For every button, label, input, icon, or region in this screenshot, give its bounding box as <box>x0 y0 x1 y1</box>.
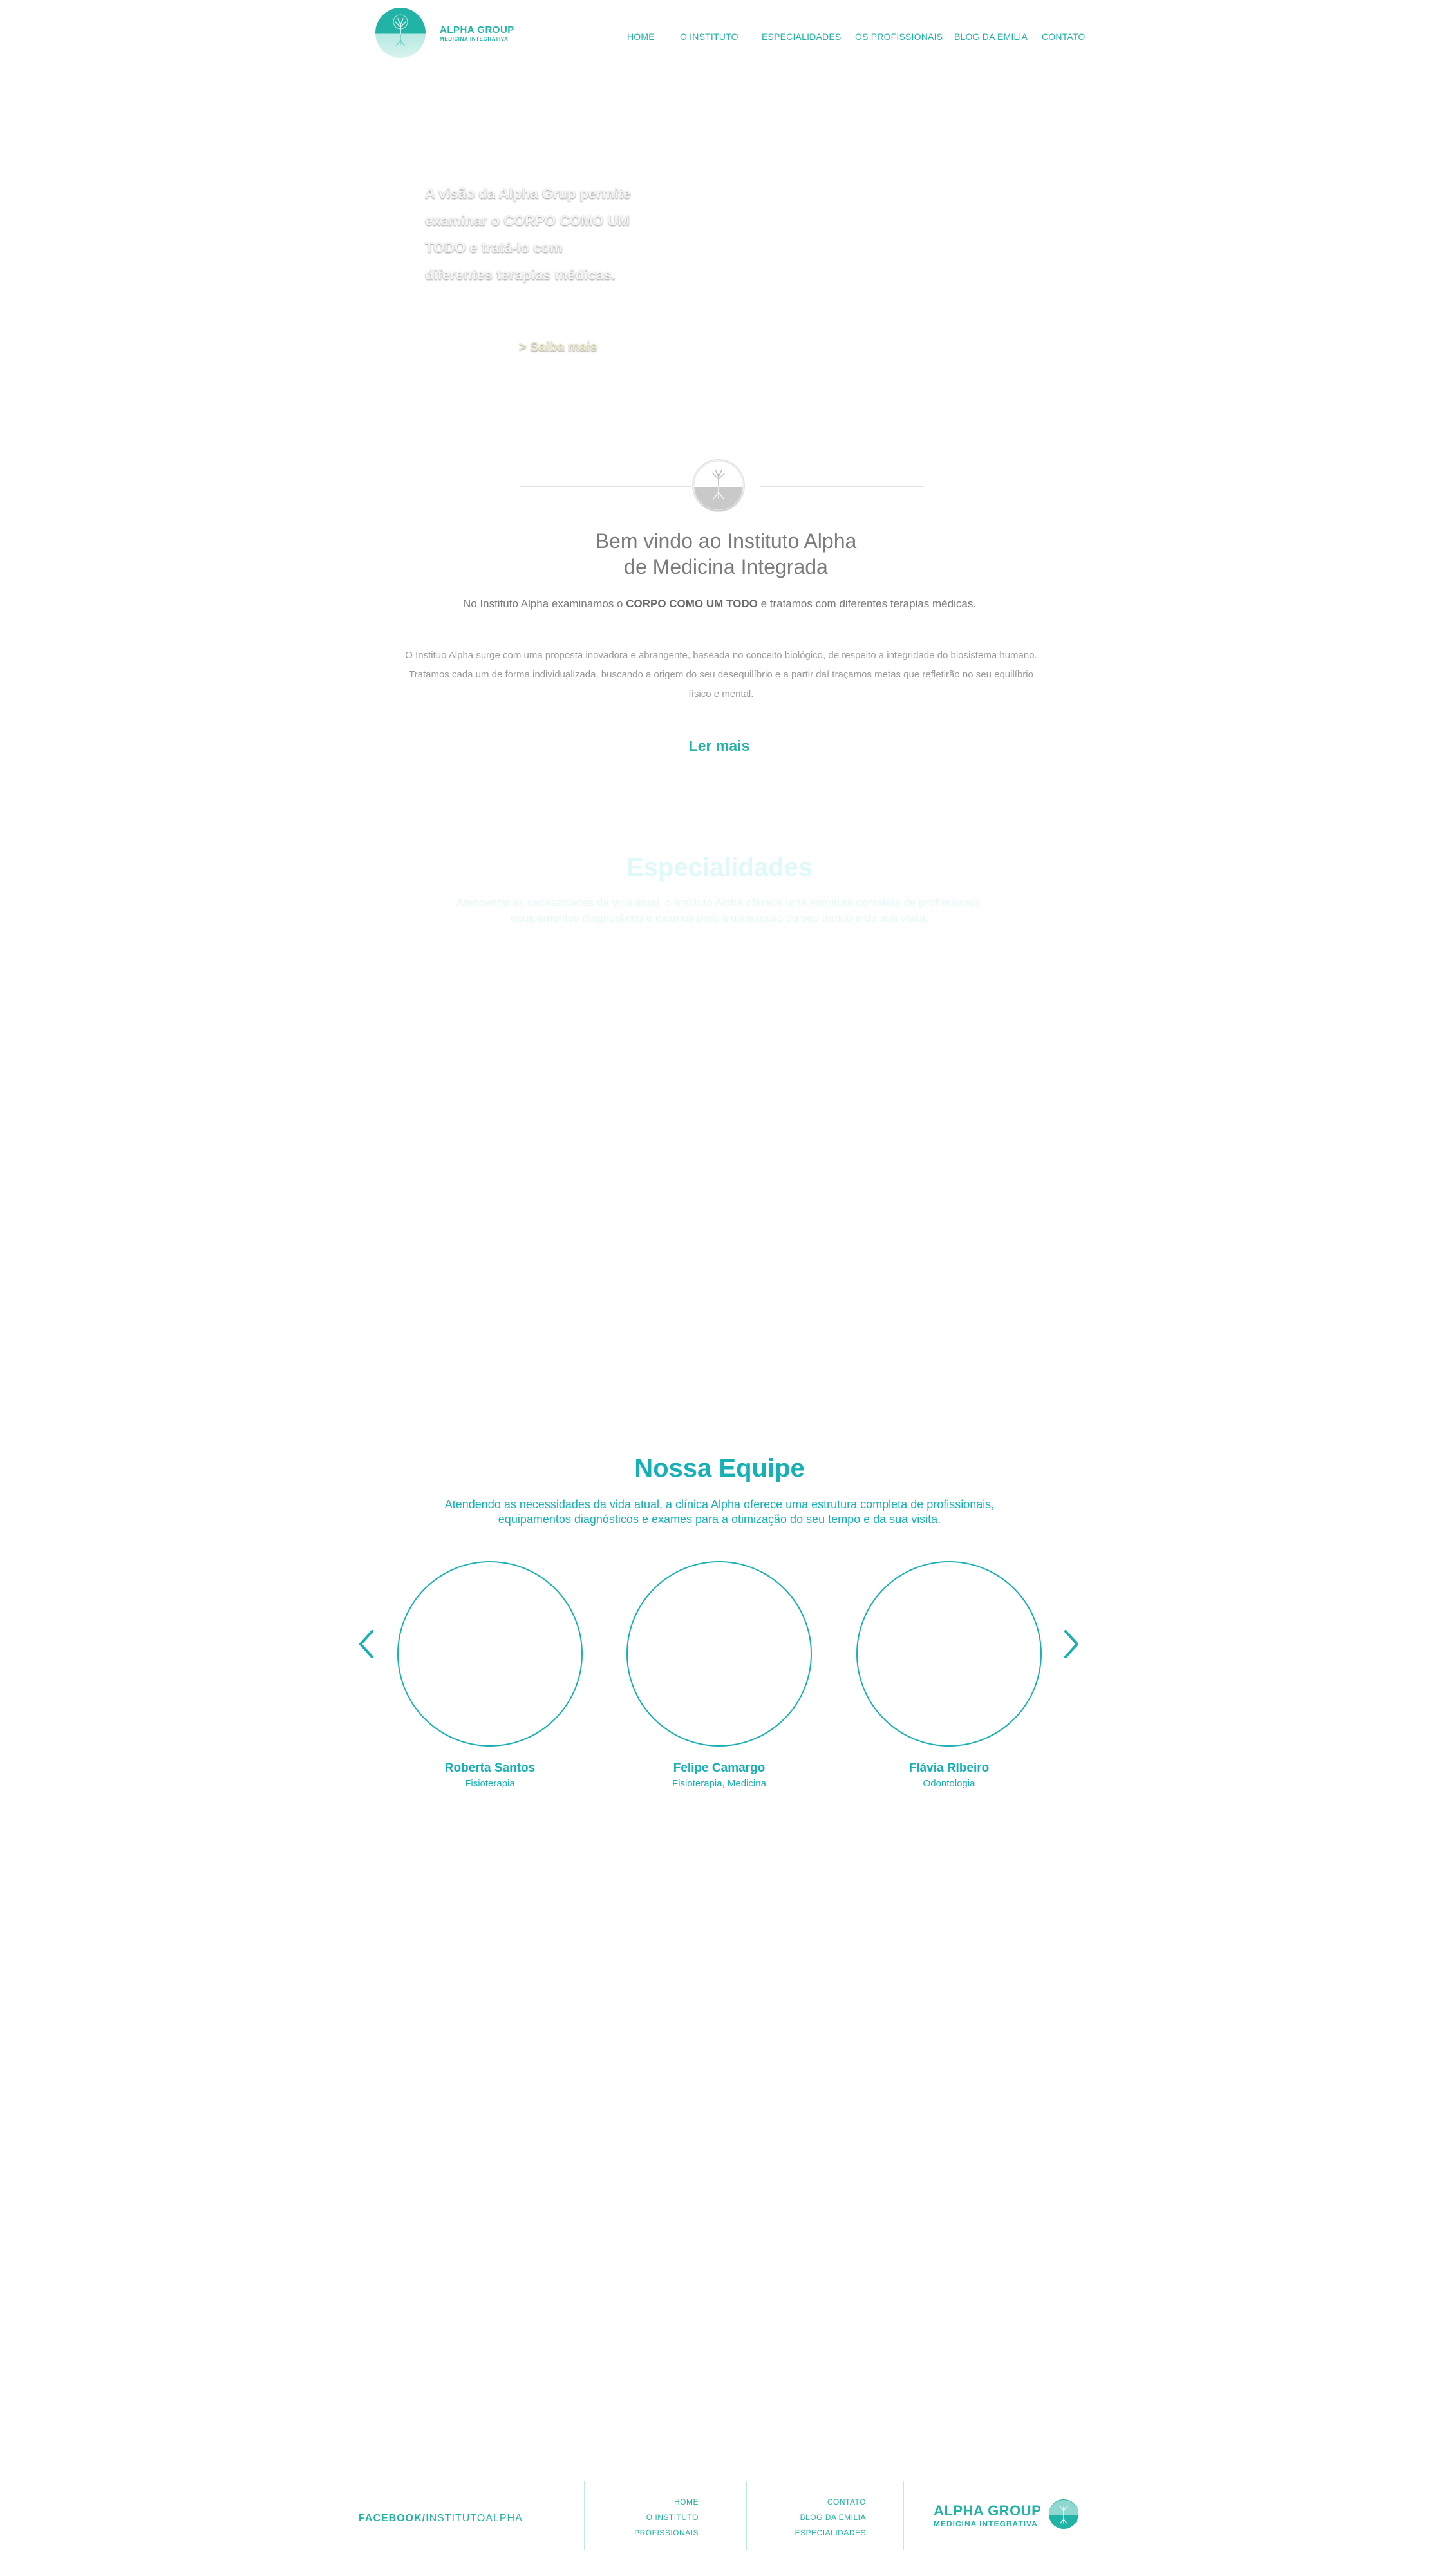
welcome-title-line2: de Medicina Integrada <box>624 555 828 578</box>
nav-contato[interactable]: CONTATO <box>1042 32 1086 42</box>
hero-saiba-mais-link[interactable]: > Saiba mais <box>519 340 597 354</box>
specialties-title: Especialidades <box>626 853 813 882</box>
welcome-lead: No Instituto Alpha examinamos o CORPO CO… <box>361 598 1078 611</box>
facebook-link-bold: FACEBOOK/ <box>359 2513 426 2524</box>
footer-link-blog-da-emilia[interactable]: BLOG DA EMILIA <box>800 2513 866 2522</box>
footer-link-profissionais[interactable]: PROFISSIONAIS <box>634 2528 699 2537</box>
facebook-link[interactable]: FACEBOOK/INSTITUTOALPHA <box>359 2513 523 2524</box>
chevron-left-icon[interactable] <box>354 1626 380 1662</box>
member-role: Odontologia <box>923 1778 975 1789</box>
welcome-lead-bold: CORPO COMO UM TODO <box>626 598 758 610</box>
welcome-body: O Instituo Alpha surge com uma proposta … <box>405 650 1037 699</box>
tree-logo-icon[interactable] <box>1048 2499 1079 2530</box>
chevron-right-icon[interactable] <box>1058 1626 1084 1662</box>
hero-text: A visão da Alpha Grup permite examinar o… <box>425 185 631 283</box>
footer-link-contato[interactable]: CONTATO <box>827 2497 866 2506</box>
footer-link-especialidades[interactable]: ESPECIALIDADES <box>795 2528 866 2537</box>
nav-especialidades[interactable]: ESPECIALIDADES <box>762 32 842 42</box>
team-title: Nossa Equipe <box>634 1454 805 1482</box>
ler-mais-link[interactable]: Ler mais <box>688 737 750 754</box>
divider-left <box>520 482 691 487</box>
member-photo-roberta[interactable] <box>397 1561 583 1747</box>
footer-divider <box>903 2481 904 2550</box>
footer-brand-name[interactable]: ALPHA GROUP <box>934 2503 1042 2519</box>
footer-divider <box>746 2481 747 2550</box>
specialties-subtitle: Atendendo as necessidades da vida atual,… <box>456 896 983 924</box>
tree-emblem-icon <box>692 459 745 512</box>
tree-logo-icon[interactable] <box>375 8 426 58</box>
brand-name[interactable]: ALPHA GROUP <box>440 24 514 35</box>
welcome-lead-after: e tratamos com diferentes terapias médic… <box>757 598 977 610</box>
member-name[interactable]: Roberta Santos <box>444 1761 536 1775</box>
team-subtitle: Atendendo as necessidades da vida atual,… <box>444 1498 995 1526</box>
member-role: Fisioterapia <box>465 1778 515 1789</box>
member-photo-flavia[interactable] <box>856 1561 1042 1747</box>
footer-divider <box>584 2481 585 2550</box>
nav-o-instituto[interactable]: O INSTITUTO <box>680 32 738 42</box>
welcome-title: Bem vindo ao Instituto Alpha de Medicina… <box>451 528 1001 580</box>
divider-right <box>760 482 924 487</box>
member-name[interactable]: Flávia RIbeiro <box>908 1761 990 1775</box>
nav-blog-da-emilia[interactable]: BLOG DA EMILIA <box>954 32 1028 42</box>
footer-link-o-instituto[interactable]: O INSTITUTO <box>646 2513 699 2522</box>
nav-os-profissionais[interactable]: OS PROFISSIONAIS <box>855 32 943 42</box>
footer-brand-tagline: MEDICINA INTEGRATIVA <box>934 2519 1038 2528</box>
welcome-title-line1: Bem vindo ao Instituto Alpha <box>595 529 857 553</box>
footer-link-home[interactable]: HOME <box>674 2497 699 2506</box>
facebook-link-handle: INSTITUTOALPHA <box>426 2513 523 2524</box>
brand-tagline: MEDICINA INTEGRATIVA <box>440 36 509 42</box>
member-role: Fisioterapia, Medicina <box>672 1778 766 1789</box>
member-name[interactable]: Felipe Camargo <box>673 1761 766 1775</box>
welcome-lead-before: No Instituto Alpha examinamos o <box>462 598 626 610</box>
member-photo-felipe[interactable] <box>626 1561 812 1747</box>
nav-home[interactable]: HOME <box>627 32 655 42</box>
